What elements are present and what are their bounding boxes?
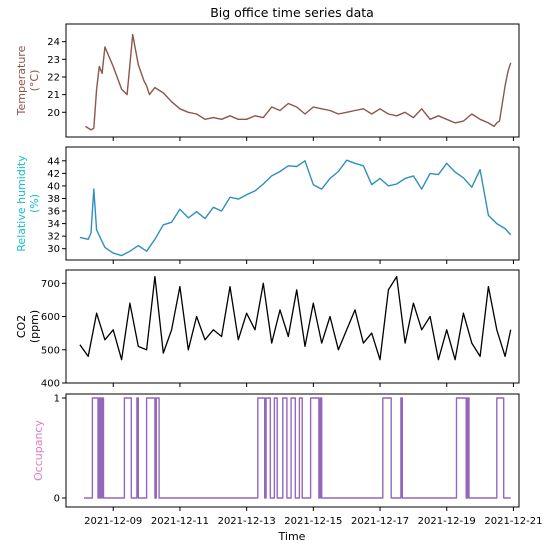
co2-y-tick-label: 700 xyxy=(41,279,60,290)
x-tick-label: 2021-12-21 xyxy=(484,516,542,527)
co2-axes-frame xyxy=(65,269,520,384)
relative-humidity-y-tick-label: 36 xyxy=(47,207,60,218)
temperature-y-tick-label: 21 xyxy=(47,90,60,101)
panel-co2: 400 500 600 700 CO2(ppm) xyxy=(15,269,520,390)
occupancy-y-tick-label: 0 xyxy=(54,494,60,505)
x-tick-label: 2021-12-17 xyxy=(351,516,409,527)
relative-humidity-y-tick-label: 30 xyxy=(47,244,60,255)
x-tick-label: 2021-12-11 xyxy=(151,516,209,527)
relative-humidity-y-tick-label: 32 xyxy=(47,232,60,243)
relative-humidity-y-tick-label: 38 xyxy=(47,194,60,205)
occupancy-axes-frame xyxy=(65,393,520,508)
relative-humidity-axes-frame xyxy=(65,146,520,261)
relative-humidity-y-tick-label: 34 xyxy=(47,219,60,230)
relative-humidity-y-tick-label: 42 xyxy=(47,169,60,180)
occupancy-series-line xyxy=(84,397,511,499)
temperature-series-line xyxy=(85,33,512,131)
panel-occupancy: 0 1 Occupancy xyxy=(32,393,520,511)
x-tick-label: 2021-12-13 xyxy=(218,516,276,527)
temperature-y-axis-label: Temperature(°C) xyxy=(15,45,41,116)
x-axis: 2021-12-09 2021-12-11 2021-12-13 2021-12-15… xyxy=(84,516,542,527)
occupancy-y-axis-label: Occupancy xyxy=(32,420,45,481)
relative-humidity-series-line xyxy=(79,159,512,257)
temperature-y-tick-label: 20 xyxy=(47,108,60,119)
x-axis-label: Time xyxy=(278,530,306,543)
chart-title: Big office time series data xyxy=(210,5,374,20)
co2-y-axis-label: CO2(ppm) xyxy=(15,310,41,343)
co2-y-tick-label: 400 xyxy=(41,379,60,390)
occupancy-y-tick-label: 1 xyxy=(54,394,60,405)
temperature-y-tick-label: 23 xyxy=(47,55,60,66)
co2-y-tick-label: 600 xyxy=(41,312,60,323)
relative-humidity-y-axis-label: Relative humidity(%) xyxy=(15,155,41,252)
x-tick-label: 2021-12-09 xyxy=(84,516,142,527)
temperature-y-tick-label: 24 xyxy=(47,37,60,48)
panel-temperature: 20 21 22 23 24 Temperature(°C) xyxy=(15,23,520,141)
co2-series-line xyxy=(79,275,512,361)
relative-humidity-y-tick-label: 40 xyxy=(47,181,60,192)
co2-y-tick-label: 500 xyxy=(41,345,60,356)
x-tick-label: 2021-12-19 xyxy=(418,516,476,527)
temperature-axes-frame xyxy=(65,23,520,138)
x-tick-label: 2021-12-15 xyxy=(284,516,342,527)
temperature-y-tick-label: 22 xyxy=(47,72,60,83)
relative-humidity-y-tick-label: 44 xyxy=(47,156,60,167)
